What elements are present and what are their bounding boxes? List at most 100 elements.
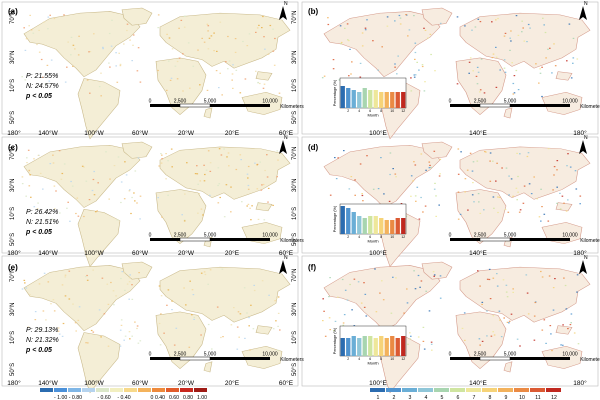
scale-c-unit: Kilometers — [280, 238, 304, 244]
scale-a-3: 10,000 — [262, 99, 278, 105]
scale-f-3: 10,000 — [562, 352, 578, 358]
lat-label-50s-e: 50°S — [10, 363, 16, 376]
scale-a-1: 2,500 — [174, 99, 187, 105]
inset-chart-f: Percentage (%) 2 4 6 8 10 12 Month — [333, 325, 407, 366]
legend-month: 1 2 3 4 5 6 7 8 9 10 11 12 — [370, 388, 561, 400]
stat-p-c: P: 26.42% — [26, 209, 58, 216]
lat-label-70n-f: 70°N — [292, 269, 298, 282]
legend-swatch-9 — [152, 388, 165, 392]
scale-e-1: 2,500 — [174, 352, 187, 358]
legend-label-3: 3 — [409, 395, 412, 400]
stat-n-e: N: 21.32% — [26, 337, 59, 344]
lat-label-10s-f: 10°S — [292, 331, 298, 344]
legend-label-3: - 0.40 — [117, 395, 130, 400]
legend-label-12: 12 — [551, 395, 557, 400]
north-arrow-e: N — [279, 255, 288, 274]
scale-b-3: 10,000 — [562, 99, 578, 105]
inset-xtick: 8 — [380, 235, 382, 239]
inset-xtick: 12 — [401, 357, 405, 361]
lon-row3-6: 60°E — [279, 379, 294, 387]
inset-bar-m6 — [368, 336, 373, 356]
legend-swatch-12 — [546, 388, 561, 392]
lat-label-30n-c: 30°N — [10, 179, 16, 192]
scale-d-1: 2,500 — [474, 233, 487, 239]
legend-swatch-7 — [466, 388, 481, 392]
inset-xtick: 8 — [380, 109, 382, 113]
scale-f-1: 2,500 — [474, 352, 487, 358]
inset-bar-m10 — [390, 220, 395, 234]
lon-row1-7: 100°E — [369, 129, 387, 137]
scale-b-0: 0 — [449, 99, 452, 105]
legend-swatch-5 — [434, 388, 449, 392]
lat-label-30n-e: 30°N — [10, 303, 16, 316]
scale-c-3: 10,000 — [262, 233, 278, 239]
inset-bar-m4 — [357, 338, 362, 356]
legend-label-4: 4 — [425, 395, 428, 400]
inset-bar-m5 — [362, 336, 367, 356]
inset-ylabel: Percentage (%) — [333, 327, 337, 354]
stat-p-e: P: 29.13% — [26, 327, 58, 334]
scale-f-2: 5,000 — [504, 352, 517, 358]
scale-bar-c: 0 2,500 5,000 10,000 Kilometers — [149, 233, 305, 245]
stat-sig-e: p < 0.05 — [25, 347, 52, 354]
lat-label-30n-a: 30°N — [10, 51, 16, 64]
lat-label-10s-d: 10°S — [292, 207, 298, 220]
legend-label-7: 7 — [473, 395, 476, 400]
lat-label-50s-c: 50°S — [10, 233, 16, 246]
legend-correlation: - 1.00 - 0.80 - 0.60 - 0.40 0 0.40 0.60 0.80 1.… — [40, 388, 207, 400]
legend-swatch-1 — [40, 388, 53, 392]
lat-label-50s-d: 50°S — [292, 233, 298, 246]
scale-d-3: 10,000 — [562, 233, 578, 239]
lon-row1-6: 60°E — [279, 129, 294, 137]
lon-row3-4: 20°W — [178, 379, 195, 387]
lat-label-50s-f: 50°S — [292, 363, 298, 376]
inset-chart-d: Percentage (%) 2 4 6 8 10 12 Month — [333, 203, 407, 244]
legend-swatch-3 — [402, 388, 417, 392]
inset-xtick: 6 — [369, 357, 371, 361]
lon-row2-9: 180° — [573, 249, 587, 257]
map-speckles — [21, 14, 582, 352]
legend-label-6: 6 — [457, 395, 460, 400]
stat-sig-a: p < 0.05 — [25, 93, 52, 100]
legend-label-2: - 0.60 — [97, 395, 110, 400]
lon-row3-0: 180° — [7, 379, 21, 387]
legend-swatch-6 — [110, 388, 123, 392]
north-label-e: N — [284, 255, 288, 261]
scale-e-2: 5,000 — [204, 352, 217, 358]
legend-swatch-10 — [166, 388, 179, 392]
scale-f-unit: Kilometers — [580, 357, 600, 363]
inset-xtick: 12 — [401, 235, 405, 239]
scale-d-unit: Kilometers — [580, 238, 600, 244]
legend-label-8: 1.00 — [197, 395, 207, 400]
inset-xtick: 2 — [347, 235, 349, 239]
legend-swatch-4 — [82, 388, 95, 392]
panel-label-f: (f) — [308, 263, 316, 272]
legend-swatch-11 — [530, 388, 545, 392]
lon-row1-2: 100°W — [84, 129, 104, 137]
north-arrow-c: N — [279, 135, 288, 154]
inset-xtick: 12 — [401, 109, 405, 113]
scale-b-2: 5,000 — [504, 99, 517, 105]
lon-row3-5: 20°E — [225, 379, 240, 387]
lon-row2-3: 60°W — [132, 249, 149, 257]
legend-label-4: 0 — [151, 395, 154, 400]
scale-e-unit: Kilometers — [280, 357, 304, 363]
lon-row2-7: 100°E — [369, 249, 387, 257]
scale-e-3: 10,000 — [262, 352, 278, 358]
inset-bar-m8 — [379, 336, 384, 356]
lat-label-10s-c: 10°S — [10, 207, 16, 220]
lon-row1-5: 20°E — [225, 129, 240, 137]
inset-bar-m2 — [346, 88, 351, 108]
lon-row2-0: 180° — [7, 249, 21, 257]
inset-xtick: 2 — [347, 109, 349, 113]
legend-swatch-7 — [124, 388, 137, 392]
lon-row2-5: 20°E — [225, 249, 240, 257]
scale-b-1: 2,500 — [474, 99, 487, 105]
inset-bar-m7 — [373, 338, 378, 356]
inset-xlabel: Month — [367, 239, 378, 244]
panel-label-d: (d) — [308, 143, 319, 152]
lat-label-70n-b: 70°N — [292, 11, 298, 24]
lat-label-70n-d: 70°N — [292, 147, 298, 160]
scale-c-0: 0 — [149, 233, 152, 239]
